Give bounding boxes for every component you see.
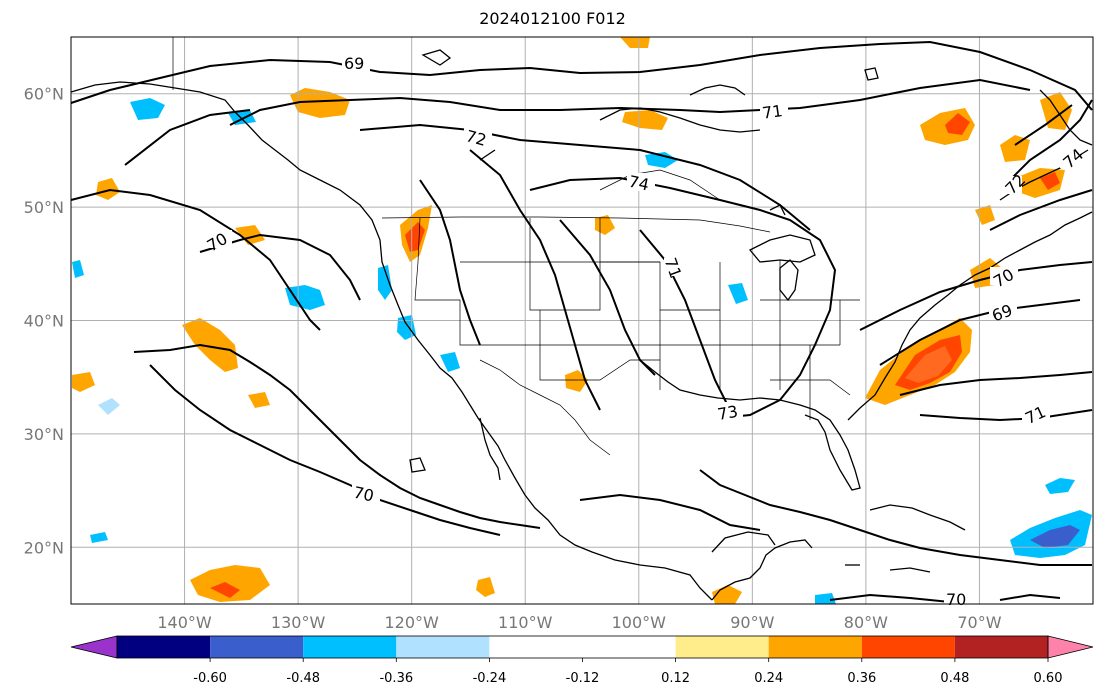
latitude-tick-label: 30°N [24, 425, 64, 444]
contour-label: 73 [716, 402, 739, 424]
colorbar-bin [582, 636, 676, 658]
latitude-tick-label: 50°N [24, 198, 64, 217]
latitude-axis: 60°N 50°N 40°N 30°N 20°N [24, 85, 64, 558]
colorbar-bin [675, 636, 769, 658]
colorbar-extend-max [1047, 635, 1094, 659]
colorbar-tick-label: 0.36 [847, 671, 876, 686]
colorbar-bin [861, 636, 955, 658]
colorbar-extend-min [70, 635, 118, 659]
longitude-axis: 140°W 130°W 120°W 110°W 100°W 90°W 80°W 70°W [157, 613, 1001, 632]
colorbar-bin [954, 636, 1048, 658]
colorbar-tick-label: 0.60 [1034, 671, 1063, 686]
longitude-tick-label: 110°W [498, 613, 553, 632]
colorbar-bin [489, 636, 583, 658]
colorbar-tick-label: -0.36 [379, 671, 413, 686]
contour-label: 74 [627, 172, 651, 195]
colorbar-bin [117, 636, 211, 658]
colorbar-tick-label: -0.12 [566, 671, 600, 686]
longitude-tick-label: 100°W [612, 613, 667, 632]
longitude-tick-label: 120°W [384, 613, 439, 632]
longitude-tick-label: 130°W [271, 613, 326, 632]
coastline-layer [70, 49, 1093, 601]
colorbar-tick-label: 0.12 [661, 671, 690, 686]
colorbar-tick-label: 0.48 [940, 671, 969, 686]
height-contour-layer [70, 40, 1093, 603]
colorbar: -0.60 -0.48 -0.36 -0.24 -0.12 0.12 0.24 0.36 0.4… [70, 635, 1094, 686]
colorbar-tick-label: -0.48 [286, 671, 320, 686]
colorbar-bin [768, 636, 862, 658]
longitude-tick-label: 80°W [844, 613, 888, 632]
longitude-tick-label: 140°W [157, 613, 212, 632]
contour-label-layer: 69 71 72 74 70 71 73 70 69 71 70 74 72 7… [204, 54, 1087, 609]
colorbar-bin [396, 636, 490, 658]
map-border [70, 36, 1094, 605]
contour-label: 71 [761, 101, 784, 123]
colorbar-tick-label: -0.24 [473, 671, 507, 686]
anomaly-fill-layer [72, 37, 1092, 604]
map-title: 2024012100 F012 [479, 9, 626, 28]
contour-label: 70 [946, 590, 966, 609]
contour-label: 70 [352, 483, 376, 506]
latitude-tick-label: 40°N [24, 312, 64, 331]
longitude-tick-label: 70°W [957, 613, 1001, 632]
colorbar-bin [210, 636, 304, 658]
colorbar-tick-label: 0.24 [754, 671, 783, 686]
colorbar-bin [303, 636, 397, 658]
contour-label: 69 [344, 54, 364, 73]
latitude-tick-label: 60°N [24, 85, 64, 104]
political-border-layer [172, 37, 860, 456]
latitude-tick-label: 20°N [24, 538, 64, 557]
colorbar-tick-label: -0.60 [193, 671, 227, 686]
longitude-tick-label: 90°W [730, 613, 774, 632]
contour-label: 72 [464, 126, 489, 150]
